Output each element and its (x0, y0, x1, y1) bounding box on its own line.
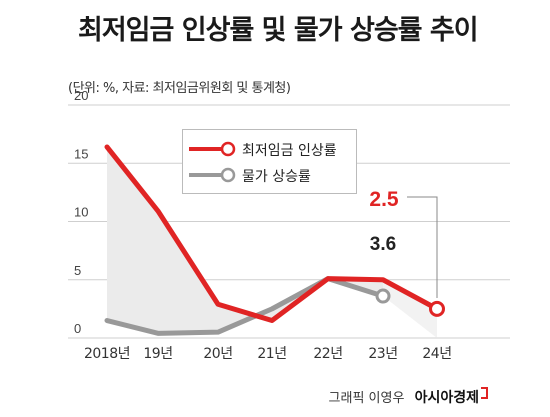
chart-title: 최저임금 인상률 및 물가 상승률 추이 (78, 15, 479, 46)
trailing-shaded-area (383, 279, 437, 338)
graphic-credit: 그래픽 이영우 (328, 391, 405, 406)
x-tick-label: 21년 (257, 346, 286, 362)
y-tick-label: 15 (74, 146, 88, 161)
legend: 최저임금 인상률 물가 상승률 (182, 129, 357, 194)
x-tick-label: 24년 (422, 346, 451, 362)
annotations: 2.5 3.6 (369, 188, 438, 298)
x-axis-labels: 2018년 19년 20년 21년 22년 23년 24년 (84, 346, 452, 362)
series-markers (375, 288, 445, 317)
y-tick-label: 5 (74, 263, 81, 278)
wage-line (104, 144, 440, 324)
wage-end-marker (429, 300, 445, 317)
y-axis-labels: 0 5 10 15 20 (74, 88, 88, 336)
legend-marker-wage (220, 141, 236, 157)
wage-value-label: 2.5 (369, 188, 399, 211)
x-tick-label: 2018년 (84, 346, 130, 362)
y-tick-label: 10 (74, 205, 88, 220)
brand-logo: 아시아경제 (415, 390, 488, 406)
price-line (104, 276, 386, 336)
series-lines (104, 144, 440, 336)
x-tick-label: 20년 (203, 346, 232, 362)
y-tick-label: 0 (74, 321, 81, 336)
legend-marker-price (220, 167, 236, 183)
x-tick-label: 22년 (313, 346, 342, 362)
price-end-marker (375, 288, 391, 304)
price-value-label: 3.6 (370, 234, 396, 255)
footer: 그래픽 이영우 아시아경제 (329, 387, 488, 407)
legend-label-wage: 최저임금 인상률 (242, 143, 337, 159)
x-tick-label: 23년 (368, 346, 397, 362)
x-tick-label: 19년 (143, 346, 172, 362)
chart-subtitle: (단위: %, 자료: 최저임금위원회 및 통계청) (68, 81, 291, 96)
wage-callout-line (407, 196, 438, 298)
y-tick-label: 20 (74, 88, 88, 103)
legend-label-price: 물가 상승률 (242, 169, 311, 185)
